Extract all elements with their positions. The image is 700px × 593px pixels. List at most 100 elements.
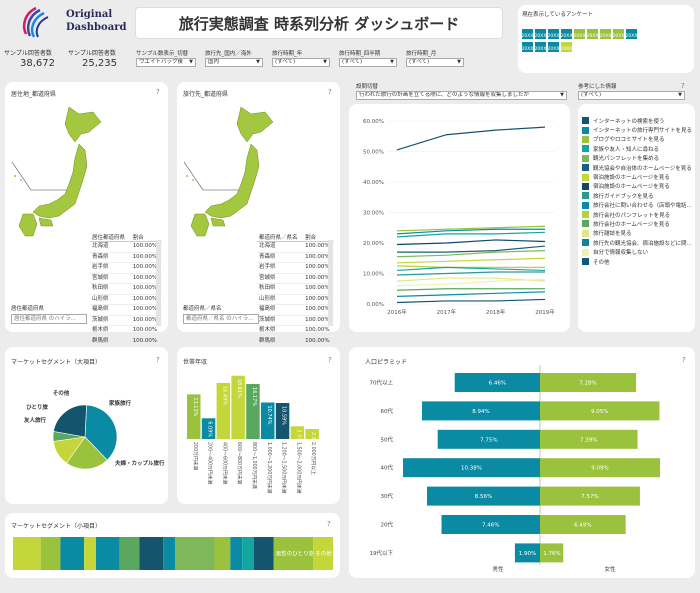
table-row[interactable]: 栃木県 100.00% <box>257 325 334 337</box>
male-value-label: 6.46% <box>489 381 506 387</box>
japan-map[interactable] <box>181 102 281 242</box>
survey-badge[interactable]: 20XX <box>522 29 533 39</box>
legend-label: 旅行先の観光協会、宿泊施設などに問... <box>593 240 692 247</box>
survey-badge[interactable]: 20XX <box>561 29 572 39</box>
table-row[interactable]: 秋田県 100.00% <box>257 283 334 295</box>
legend-panel: インターネットの検索を使う インターネットの旅行専門サイトを見るブログやロコミサイ… <box>578 104 695 332</box>
survey-badge[interactable]: 20XX <box>626 29 637 39</box>
legend-item[interactable]: 宿泊施設のホームページを見る <box>582 182 694 191</box>
table-row[interactable]: 群馬県 100.00% <box>90 336 162 347</box>
survey-badge[interactable]: 20XX <box>600 29 611 39</box>
help-icon[interactable]: ? <box>156 356 160 364</box>
destination-search-input[interactable] <box>183 314 259 324</box>
legend-item[interactable]: 観光協会や自治体のホームページを見る <box>582 163 694 172</box>
help-icon[interactable]: ? <box>327 520 331 528</box>
legend-item[interactable]: 旅行雑誌を見る <box>582 229 694 238</box>
filter-sample-display-select[interactable]: ウエイトバック後 ▼ <box>136 58 196 67</box>
column-header[interactable]: 割合 <box>130 232 162 242</box>
segment-stacked-bar[interactable]: 男性のひとり旅 その他 <box>5 513 340 578</box>
survey-badge[interactable]: 20XX <box>535 42 546 52</box>
table-row[interactable]: 青森県 100.00% <box>257 252 334 263</box>
help-icon[interactable]: ? <box>682 356 686 364</box>
table-row[interactable]: 山形県 100.00% <box>257 294 334 305</box>
table-row[interactable]: 茨城県 100.00% <box>90 315 162 326</box>
survey-badge[interactable]: 20XX <box>535 29 546 39</box>
column-header[interactable]: 都道府県／県名 <box>257 232 304 242</box>
legend-item[interactable]: インターネットの検索を使う <box>582 116 694 125</box>
filter-quarter-select[interactable]: (すべて) ▼ <box>339 58 397 67</box>
age-label: 20代 <box>381 521 394 529</box>
income-bar <box>216 382 231 439</box>
legend-swatch <box>582 126 589 134</box>
population-pyramid-chart[interactable]: 70代以上 6.46% 7.28% 60代 8.94% 9.05% 50代 7.75% 7.39… <box>349 347 695 578</box>
help-icon[interactable]: ? <box>156 88 160 96</box>
survey-badge[interactable]: 20XX <box>574 29 585 39</box>
legend-item[interactable]: その他 <box>582 257 694 266</box>
income-bar <box>290 426 305 439</box>
filter-destination-select[interactable]: 国内 ▼ <box>205 58 263 67</box>
column-header[interactable]: 居住都道府県 <box>90 232 131 242</box>
legend-item[interactable]: 家族や友人・知人に尋ねる <box>582 144 694 153</box>
table-row[interactable]: 群馬県 100.00% <box>257 336 334 347</box>
table-row[interactable]: 栃木県 100.00% <box>90 325 162 337</box>
scrollbar[interactable] <box>328 240 333 326</box>
survey-badge[interactable]: 20XX <box>587 29 598 39</box>
line-chart[interactable]: 60.00% 50.00% 40.00% 30.00% 20.00% 10.00% 0.00… <box>349 104 570 332</box>
legend-item[interactable]: 旅行先の観光協会、宿泊施設などに問... <box>582 238 694 247</box>
table-row[interactable]: 北海道 100.00% <box>90 241 162 253</box>
help-icon[interactable]: ? <box>328 356 332 364</box>
male-bar <box>514 543 540 563</box>
line-series <box>396 288 545 291</box>
table-row[interactable]: 岩手県 100.00% <box>90 262 162 274</box>
table-row[interactable]: 秋田県 100.00% <box>90 283 162 295</box>
legend-item[interactable]: 自分で情報収集しない <box>582 247 694 256</box>
map-kyushu <box>190 213 210 237</box>
legend-swatch <box>582 258 589 266</box>
income-bar-chart[interactable]: 13.13% 200万円未満 6.09% 200〜400万円未満 16.49% 400〜6… <box>177 347 340 504</box>
question-select[interactable]: 行われた旅行の計画を立てる際に、どのような情報を収集しましたか ▼ <box>356 91 567 100</box>
legend-label: ブログやロコミサイトを見る <box>593 137 665 144</box>
legend-item[interactable]: インターネットの旅行専門サイトを見る <box>582 125 694 134</box>
female-value-label: 7.28% <box>579 381 596 387</box>
column-header[interactable]: 割合 <box>303 232 334 242</box>
table-row[interactable]: 茨城県 100.00% <box>257 315 334 326</box>
legend-item[interactable]: ブログやロコミサイトを見る <box>582 135 694 144</box>
age-label: 50代 <box>381 435 394 443</box>
table-cell: 100.00% <box>130 283 162 295</box>
help-icon[interactable]: ? <box>328 88 332 96</box>
legend-item[interactable]: 観光パンフレットを集める <box>582 154 694 163</box>
table-row[interactable]: 青森県 100.00% <box>90 252 162 263</box>
table-row[interactable]: 福島県 100.00% <box>90 304 162 316</box>
age-label: 40代 <box>381 464 394 472</box>
filter-month-select[interactable]: (すべて) ▼ <box>406 58 464 67</box>
japan-map[interactable] <box>9 102 109 242</box>
survey-badge[interactable]: 20XX <box>561 42 572 52</box>
legend-item[interactable]: 宿泊施設のホームページを見る <box>582 172 694 181</box>
survey-badge[interactable]: 20XX <box>613 29 624 39</box>
scrollbar[interactable] <box>156 240 161 326</box>
legend-item[interactable]: 旅行会社に問い合わせる（店頭や電話... <box>582 201 694 210</box>
legend-item[interactable]: 旅行ガイドブックを見る <box>582 191 694 200</box>
survey-badge[interactable]: 20XX <box>548 42 559 52</box>
table-row[interactable]: 福島県 100.00% <box>257 304 334 316</box>
legend-item[interactable]: 旅行会社のホームページを見る <box>582 219 694 228</box>
table-row[interactable]: 山形県 100.00% <box>90 294 162 305</box>
survey-badge[interactable]: 20XX <box>522 42 533 52</box>
table-row[interactable]: 岩手県 100.00% <box>257 262 334 274</box>
panel-title: マーケットセグメント（大項目） <box>11 359 102 366</box>
residence-search-input[interactable] <box>11 314 87 324</box>
table-row[interactable]: 宮城県 100.00% <box>257 273 334 284</box>
table-cell: 山形県 <box>90 294 131 305</box>
age-label: 30代 <box>381 492 394 500</box>
reference-select[interactable]: (すべて) ▼ <box>578 91 685 100</box>
legend-item[interactable]: 旅行会社のパンフレットを見る <box>582 210 694 219</box>
pie-label: 家族旅行 <box>109 399 132 407</box>
filter-year-select[interactable]: (すべて) ▼ <box>272 58 330 67</box>
male-value-label: 10.38% <box>461 466 482 472</box>
table-row[interactable]: 宮城県 100.00% <box>90 273 162 284</box>
survey-badge[interactable]: 20XX <box>548 29 559 39</box>
table-row[interactable]: 北海道 100.00% <box>257 241 334 253</box>
logo-text: Original Dashboard <box>66 9 127 33</box>
help-icon[interactable]: ? <box>681 82 685 90</box>
